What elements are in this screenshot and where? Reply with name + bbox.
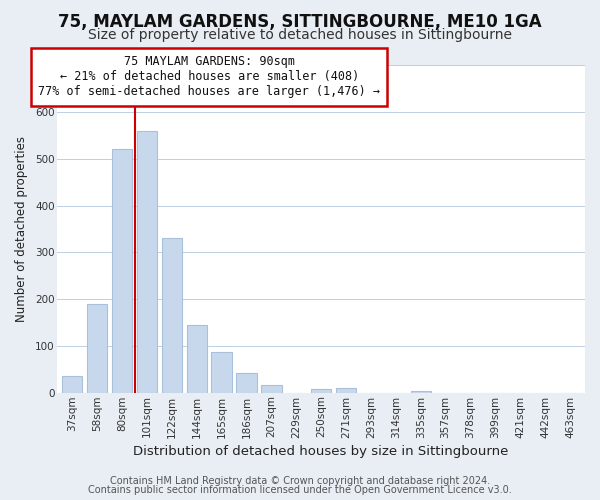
Bar xyxy=(311,389,331,392)
Bar xyxy=(137,130,157,392)
Text: 75, MAYLAM GARDENS, SITTINGBOURNE, ME10 1GA: 75, MAYLAM GARDENS, SITTINGBOURNE, ME10 … xyxy=(58,12,542,30)
Bar xyxy=(236,373,257,392)
X-axis label: Distribution of detached houses by size in Sittingbourne: Distribution of detached houses by size … xyxy=(133,444,509,458)
Text: Contains HM Land Registry data © Crown copyright and database right 2024.: Contains HM Land Registry data © Crown c… xyxy=(110,476,490,486)
Bar xyxy=(62,376,82,392)
Bar xyxy=(211,352,232,393)
Bar xyxy=(87,304,107,392)
Y-axis label: Number of detached properties: Number of detached properties xyxy=(15,136,28,322)
Bar xyxy=(161,238,182,392)
Bar xyxy=(261,384,281,392)
Text: 75 MAYLAM GARDENS: 90sqm
← 21% of detached houses are smaller (408)
77% of semi-: 75 MAYLAM GARDENS: 90sqm ← 21% of detach… xyxy=(38,56,380,98)
Text: Contains public sector information licensed under the Open Government Licence v3: Contains public sector information licen… xyxy=(88,485,512,495)
Bar xyxy=(336,388,356,392)
Bar xyxy=(112,150,132,392)
Bar xyxy=(410,391,431,392)
Bar xyxy=(187,325,207,392)
Text: Size of property relative to detached houses in Sittingbourne: Size of property relative to detached ho… xyxy=(88,28,512,42)
